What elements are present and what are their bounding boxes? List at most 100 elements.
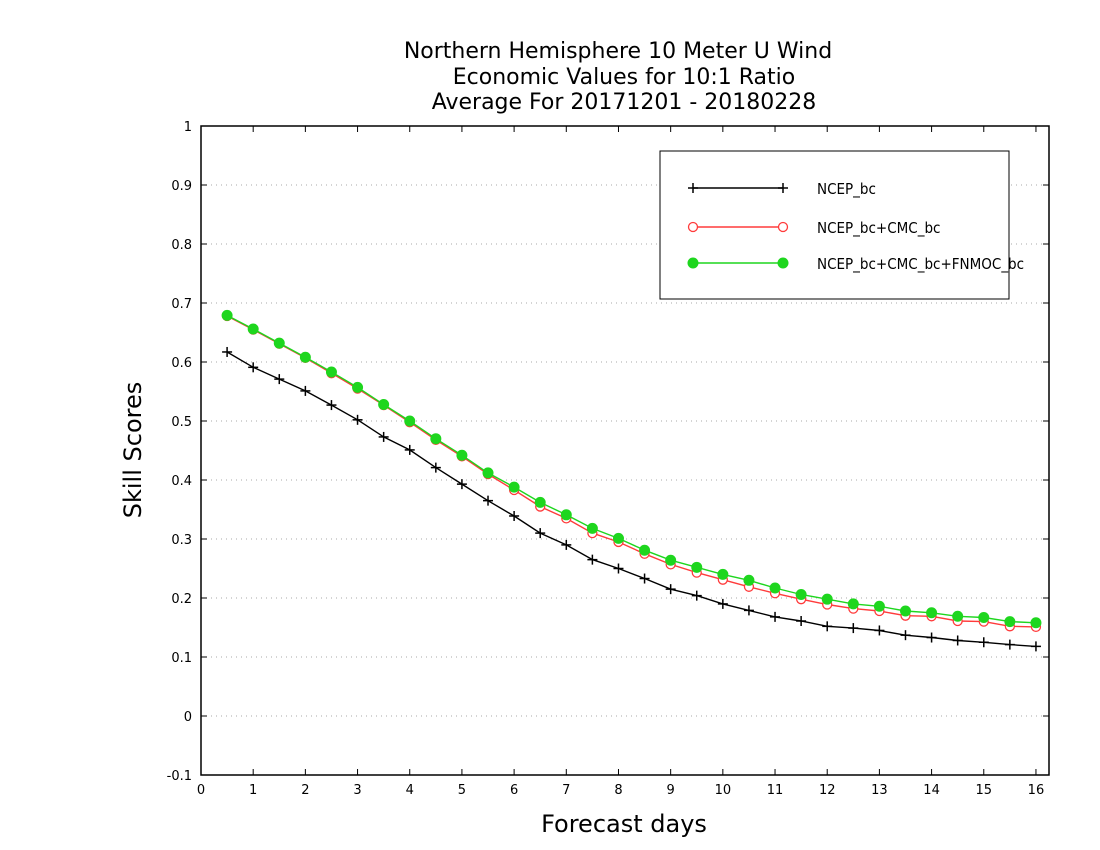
- legend-marker: [687, 221, 699, 233]
- series-line-ncep-bc: [226, 351, 1037, 648]
- chart-title-line-2: Economic Values for 10:1 Ratio: [453, 65, 795, 90]
- chart-title-line-3: Average For 20171201 - 20180228: [432, 90, 817, 115]
- data-point: [326, 400, 337, 411]
- data-point: [1004, 616, 1016, 628]
- x-tick-label: 11: [767, 783, 784, 798]
- legend-entry-ncep-bc-cmc-bc: NCEP_bc+CMC_bc: [687, 219, 940, 238]
- data-point: [926, 632, 937, 643]
- data-point: [639, 573, 650, 584]
- data-point: [273, 337, 285, 349]
- legend-entry-ncep-bc-cmc-bc-fnmoc-bc: NCEP_bc+CMC_bc+FNMOC_bc: [687, 255, 1024, 274]
- data-point: [299, 351, 311, 363]
- series-ncep-bc-cmc-bc-fnmoc-bc: [221, 309, 1042, 629]
- y-tick-label: 0.3: [171, 533, 192, 548]
- legend-marker: [688, 183, 698, 193]
- data-point: [509, 510, 520, 521]
- data-point: [534, 496, 546, 508]
- data-point: [352, 414, 363, 425]
- series-ncep-bc: [222, 346, 1041, 652]
- data-point: [639, 544, 651, 556]
- x-tick-label: 14: [923, 783, 940, 798]
- data-point: [899, 605, 911, 617]
- y-tick-label: 0.9: [171, 179, 192, 194]
- data-point: [978, 611, 990, 623]
- x-tick-label: 12: [819, 783, 836, 798]
- data-point: [508, 481, 520, 493]
- y-tick-label: 0.2: [171, 592, 192, 607]
- x-tick-label: 10: [715, 783, 732, 798]
- data-point: [665, 554, 677, 566]
- data-point: [325, 366, 337, 378]
- legend-box: [659, 150, 1010, 300]
- data-point: [612, 532, 624, 544]
- data-point: [743, 574, 755, 586]
- data-point: [978, 637, 989, 648]
- data-point: [691, 561, 703, 573]
- x-tick-label: 3: [353, 783, 361, 798]
- y-tick-label: 0.6: [171, 356, 192, 371]
- series-line-ncep-bc-cmc-bc: [226, 315, 1037, 628]
- data-point: [1030, 641, 1041, 652]
- data-point: [430, 462, 441, 473]
- data-point: [1030, 617, 1042, 629]
- data-point: [796, 616, 807, 627]
- x-tick-label: 0: [197, 783, 205, 798]
- legend-marker: [687, 257, 699, 269]
- x-tick-label: 1: [249, 783, 257, 798]
- data-point: [952, 610, 964, 622]
- data-point: [821, 593, 833, 605]
- legend: NCEP_bc NCEP_bc+CMC_bc NCEP_bc+CMC_bc+FNMO…: [659, 150, 1024, 300]
- y-tick-label: -0.1: [167, 769, 192, 784]
- data-point: [1004, 639, 1015, 650]
- data-point: [743, 605, 754, 616]
- x-tick-label: 7: [562, 783, 570, 798]
- data-point: [456, 479, 467, 490]
- series-ncep-bc-cmc-bc: [221, 310, 1042, 633]
- chart-title-line-1: Northern Hemisphere 10 Meter U Wind: [404, 39, 832, 64]
- data-point: [352, 381, 364, 393]
- data-point: [378, 431, 389, 442]
- data-point: [248, 362, 259, 373]
- y-tick-label: 0: [184, 710, 192, 725]
- chart-title: Northern Hemisphere 10 Meter U Wind Econ…: [404, 39, 832, 115]
- legend-label: NCEP_bc+CMC_bc+FNMOC_bc: [817, 255, 1024, 274]
- y-tick-label: 0.8: [171, 238, 192, 253]
- plot-frame: [200, 125, 1050, 776]
- data-point: [769, 582, 781, 594]
- axis-ticks: -0.100.10.20.30.40.50.60.70.80.910 1 2 3 4 5 6…: [167, 120, 1049, 798]
- data-point: [274, 374, 285, 385]
- data-point: [848, 623, 859, 634]
- data-point: [874, 625, 885, 636]
- x-tick-label: 2: [301, 783, 309, 798]
- data-point: [587, 554, 598, 565]
- data-point: [900, 630, 911, 641]
- data-point: [404, 444, 415, 455]
- data-point: [770, 611, 781, 622]
- data-point: [483, 495, 494, 506]
- x-tick-label: 16: [1028, 783, 1045, 798]
- x-axis-label: Forecast days: [541, 810, 707, 838]
- data-point: [873, 600, 885, 612]
- data-point: [717, 568, 729, 580]
- y-tick-label: 0.5: [171, 415, 192, 430]
- data-point: [404, 415, 416, 427]
- data-point: [300, 385, 311, 396]
- series-layer: [221, 309, 1042, 652]
- data-point: [795, 588, 807, 600]
- x-tick-label: 4: [406, 783, 414, 798]
- x-tick-label: 13: [871, 783, 888, 798]
- data-point: [665, 584, 676, 595]
- data-point: [691, 590, 702, 601]
- data-point: [717, 598, 728, 609]
- data-point: [560, 509, 572, 521]
- data-point: [456, 449, 468, 461]
- x-tick-label: 6: [510, 783, 518, 798]
- legend-entry-ncep-bc: NCEP_bc: [688, 180, 876, 199]
- data-point: [535, 528, 546, 539]
- x-tick-label: 15: [975, 783, 992, 798]
- data-point: [613, 563, 624, 574]
- data-point: [586, 522, 598, 534]
- legend-marker: [778, 183, 788, 193]
- legend-marker: [777, 257, 789, 269]
- data-point: [847, 598, 859, 610]
